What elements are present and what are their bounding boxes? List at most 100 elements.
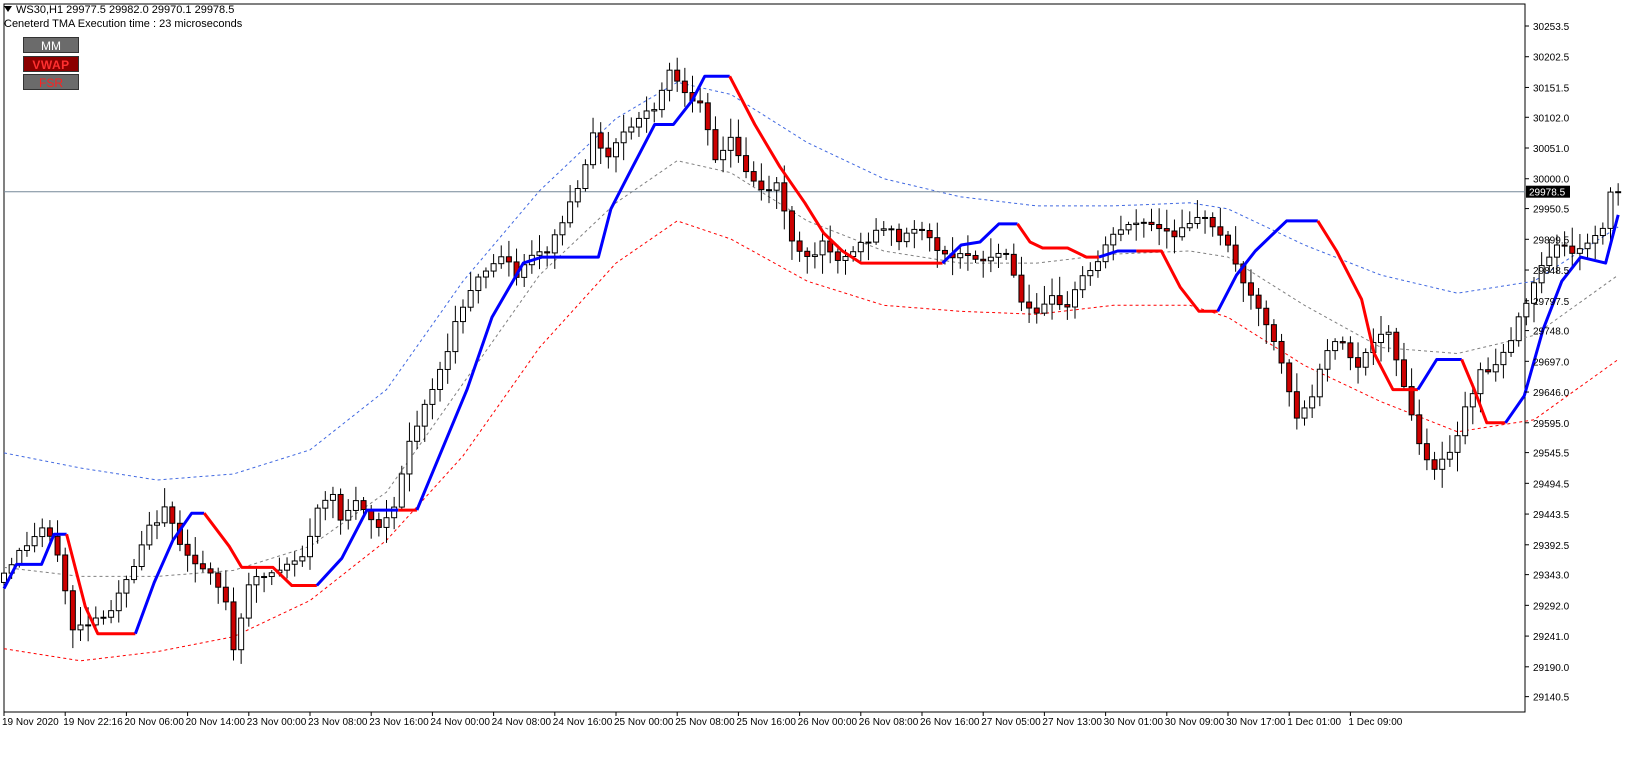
x-tick-label: 30 Nov 09:00 [1165, 717, 1225, 728]
candle-body [268, 572, 275, 578]
candle-body [1217, 226, 1224, 236]
candle [1515, 312, 1522, 347]
candle-body [613, 142, 619, 158]
candle [1278, 333, 1285, 374]
candle [980, 250, 987, 278]
trend-up-segment [133, 511, 205, 635]
candle [1171, 219, 1178, 254]
candle-body [1064, 304, 1071, 308]
candle-body [980, 258, 987, 262]
candle-body [1576, 248, 1583, 254]
trend-up-segment [1216, 219, 1318, 312]
candle [482, 267, 489, 289]
candle-body [1500, 351, 1507, 366]
dropdown-triangle-icon[interactable] [4, 6, 12, 12]
candle [1117, 215, 1124, 242]
candle [238, 613, 245, 664]
candle [284, 557, 291, 579]
candle-body [360, 500, 367, 511]
mm-button[interactable]: MM [23, 37, 79, 53]
candle [1607, 187, 1614, 242]
candle-body [1140, 221, 1147, 224]
y-tick-label: 29190.0 [1533, 663, 1570, 674]
candle [1179, 209, 1186, 241]
candle-body [1072, 289, 1078, 308]
candle-body [383, 517, 390, 528]
candle [819, 232, 826, 274]
candle [169, 501, 176, 540]
candle-body [888, 228, 895, 231]
candle-body [1247, 282, 1254, 296]
candle-body [635, 117, 642, 128]
candle [1026, 284, 1033, 323]
candle-body [1615, 191, 1622, 194]
candle-body [1561, 244, 1568, 247]
candle [1339, 336, 1346, 350]
candle [1500, 343, 1507, 379]
candle [398, 465, 405, 512]
candle [972, 250, 979, 263]
candle [1056, 276, 1063, 310]
candle-body [1179, 227, 1186, 238]
candle-body [199, 563, 206, 570]
candle [720, 136, 727, 173]
candle-body [307, 535, 313, 558]
candle-body [1531, 282, 1537, 304]
x-tick-label: 19 Nov 22:16 [63, 717, 123, 728]
candle-body [643, 110, 650, 119]
current-price-badge [1526, 185, 1570, 198]
candle-body [398, 473, 405, 508]
candle-body [727, 136, 734, 151]
candle-body [1225, 234, 1231, 246]
candle-body [1163, 228, 1170, 232]
candle-body [1270, 324, 1277, 342]
candle-body [1393, 331, 1400, 361]
candle-body [735, 136, 742, 157]
candle-body [482, 270, 489, 278]
candle [1293, 373, 1300, 430]
candle [1156, 208, 1163, 246]
trend-down-segment [1460, 358, 1506, 425]
candle-body [69, 590, 76, 631]
symbol-info: WS30,H1 29977.5 29982.0 29970.1 29978.5 [4, 4, 234, 16]
y-tick-label: 29797.5 [1533, 297, 1570, 308]
candle-body [1439, 458, 1446, 470]
candle-body [1209, 217, 1216, 228]
y-tick-label: 30000.0 [1533, 175, 1570, 186]
candle [727, 118, 734, 168]
fsr-button[interactable]: FSR [23, 74, 79, 90]
y-tick-label: 29646.0 [1533, 388, 1570, 399]
candle-body [261, 576, 268, 579]
candle-body [1079, 275, 1086, 291]
candle-body [284, 563, 291, 571]
candle [528, 240, 535, 274]
candle-body [704, 102, 711, 131]
candle-body [788, 210, 795, 242]
candle-body [551, 234, 558, 254]
candle [536, 235, 543, 270]
vwap-button[interactable]: VWAP [23, 56, 79, 72]
candle [437, 361, 444, 402]
candle-body [31, 536, 38, 547]
candle-body [1569, 245, 1576, 254]
candle [1462, 391, 1469, 445]
x-tick-label: 1 Dec 09:00 [1348, 717, 1402, 728]
candle [77, 607, 84, 642]
candle-body [314, 507, 321, 537]
x-tick-label: 30 Nov 17:00 [1226, 717, 1286, 728]
candles [1, 57, 1622, 664]
candle-body [1607, 191, 1614, 229]
candle [138, 530, 145, 571]
candle [230, 587, 237, 661]
candle [245, 572, 252, 627]
lower-band [3, 220, 1619, 662]
candle-body [1056, 295, 1063, 306]
candle-body [77, 624, 84, 631]
candle-body [1423, 443, 1430, 461]
candle-body [521, 264, 528, 278]
candle [1485, 357, 1492, 375]
tma-bands [3, 81, 1619, 662]
candle [1362, 348, 1369, 376]
